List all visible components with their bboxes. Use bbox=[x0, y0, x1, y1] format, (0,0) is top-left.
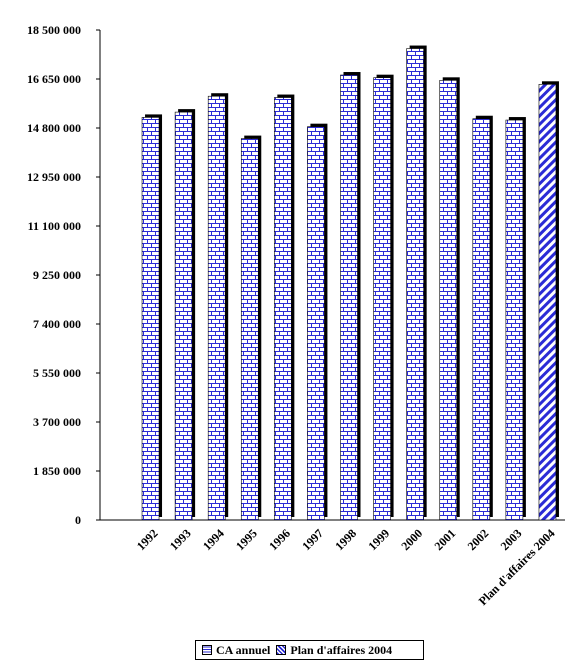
y-tick-label: 3 700 000 bbox=[33, 415, 81, 429]
x-tick-label: 1999 bbox=[365, 526, 392, 553]
axes bbox=[96, 29, 565, 521]
bar bbox=[439, 80, 458, 521]
x-tick-label: 1997 bbox=[299, 526, 326, 553]
bar bbox=[472, 118, 491, 521]
legend-swatch-plan bbox=[276, 645, 287, 655]
bars bbox=[141, 45, 559, 521]
y-tick-label: 16 650 000 bbox=[27, 72, 81, 86]
y-tick-label: 9 250 000 bbox=[33, 268, 81, 282]
y-tick-label: 12 950 000 bbox=[27, 170, 81, 184]
legend-swatch-ca bbox=[202, 645, 212, 655]
bar bbox=[240, 138, 259, 521]
x-tick-label: 1993 bbox=[167, 526, 194, 553]
bar bbox=[207, 95, 226, 521]
x-tick-label: 1998 bbox=[332, 526, 359, 553]
legend: CA annuel Plan d'affaires 2004 bbox=[195, 640, 424, 660]
y-tick-label: 14 800 000 bbox=[27, 121, 81, 135]
x-tick-label: 1995 bbox=[233, 526, 260, 553]
y-tick-label: 7 400 000 bbox=[33, 317, 81, 331]
y-tick-label: 1 850 000 bbox=[33, 464, 81, 478]
x-tick-label: 2002 bbox=[465, 526, 492, 553]
bar bbox=[373, 77, 391, 521]
x-tick-label: 2001 bbox=[431, 526, 458, 553]
x-tick-label: 1994 bbox=[200, 526, 227, 553]
x-tick-label: 2003 bbox=[498, 526, 525, 553]
bar bbox=[174, 111, 193, 521]
x-tick-label: 1996 bbox=[266, 526, 293, 553]
bar bbox=[141, 117, 160, 521]
y-tick-label: 11 100 000 bbox=[28, 219, 81, 233]
y-tick-label: 0 bbox=[75, 513, 81, 527]
bar bbox=[274, 97, 292, 521]
legend-label-plan: Plan d'affaires 2004 bbox=[290, 642, 393, 657]
legend-label-ca: CA annuel bbox=[216, 642, 271, 657]
legend-item-plan: Plan d'affaires 2004 bbox=[276, 643, 392, 658]
bar bbox=[538, 83, 557, 521]
bar bbox=[505, 119, 524, 521]
y-tick-label: 5 550 000 bbox=[33, 366, 81, 380]
x-tick-label: 1992 bbox=[134, 526, 161, 553]
bar bbox=[307, 126, 325, 521]
bar bbox=[340, 74, 358, 521]
bar bbox=[406, 48, 424, 521]
x-tick-label: 2000 bbox=[398, 526, 425, 553]
y-tick-label: 18 500 000 bbox=[27, 23, 81, 37]
legend-item-ca: CA annuel bbox=[202, 643, 270, 658]
